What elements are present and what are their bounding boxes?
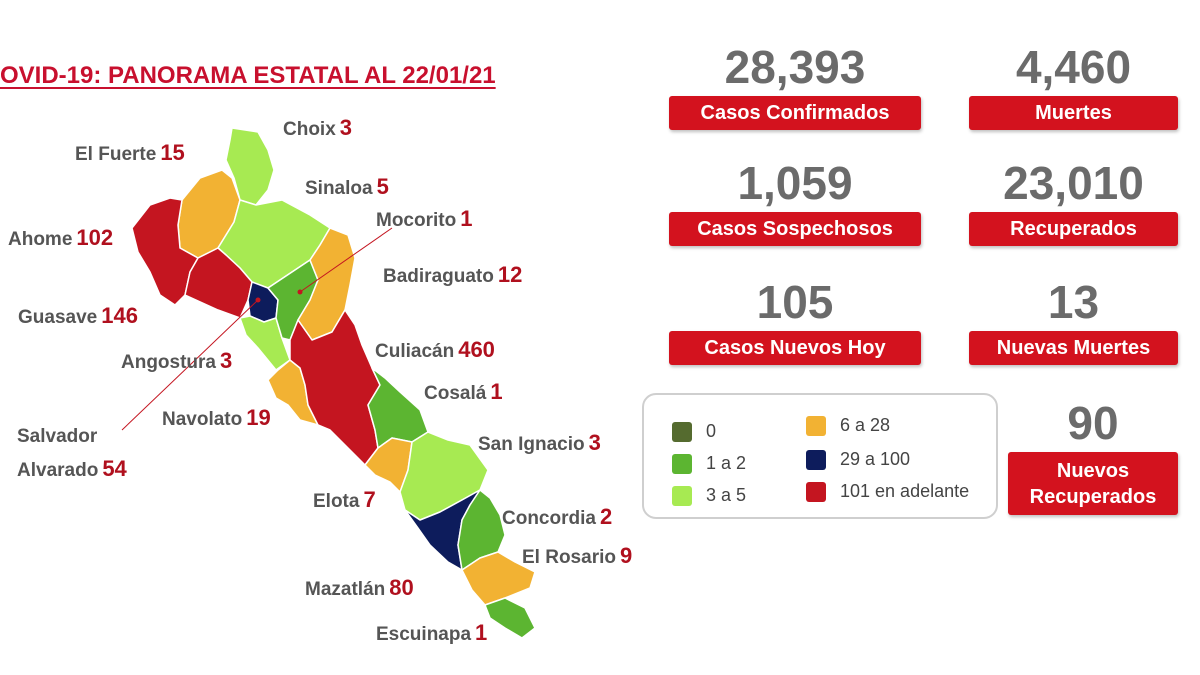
map-legend: 0 1 a 2 3 a 5 6 a 28 29 a 100 101 en ade… <box>642 393 998 519</box>
new-recovered-label-line2: Recuperados <box>1029 486 1157 508</box>
recovered-label: Recuperados <box>969 212 1178 246</box>
stat-suspected: 1,059 Casos Sospechosos <box>669 160 921 246</box>
legend-item-3: 6 a 28 <box>806 415 890 436</box>
legend-swatch <box>672 453 692 474</box>
region-el-rosario <box>461 551 536 606</box>
new-cases-label: Casos Nuevos Hoy <box>669 331 921 365</box>
legend-item-1: 1 a 2 <box>672 453 746 474</box>
legend-swatch <box>672 421 692 442</box>
confirmed-label: Casos Confirmados <box>669 96 921 130</box>
legend-swatch <box>806 481 826 502</box>
legend-swatch <box>806 415 826 436</box>
label-elota: Elota 7 <box>313 487 376 512</box>
leader-line-mocorito <box>299 227 393 293</box>
sinaloa-map <box>121 127 536 639</box>
new-recovered-label-line1: Nuevos <box>1056 460 1130 482</box>
region-angostura <box>239 315 291 371</box>
new-deaths-value: 13 <box>1047 276 1100 328</box>
legend-item-4: 29 a 100 <box>806 449 910 470</box>
label-angostura: Angostura 3 <box>121 348 233 373</box>
label-escuinapa: Escuinapa 1 <box>376 620 488 645</box>
new-recovered-label: Nuevos Recuperados <box>1008 452 1178 515</box>
label-badiraguato: Badiraguato 12 <box>383 262 523 287</box>
confirmed-value: 28,393 <box>724 41 866 93</box>
legend-item-0: 0 <box>672 421 716 442</box>
stat-recovered: 23,010 Recuperados <box>969 160 1178 246</box>
leader-line-salvador-alvarado <box>121 299 259 431</box>
deaths-label: Muertes <box>969 96 1178 130</box>
suspected-label: Casos Sospechosos <box>669 212 921 246</box>
new-recovered-value: 90 <box>1067 397 1119 449</box>
label-navolato: Navolato 19 <box>162 405 271 430</box>
legend-label: 101 en adelante <box>840 481 970 501</box>
label-concordia: Concordia 2 <box>502 504 613 529</box>
stat-new-deaths: 13 Nuevas Muertes <box>969 279 1178 365</box>
legend-label: 29 a 100 <box>840 449 911 469</box>
legend-item-2: 3 a 5 <box>672 485 746 506</box>
salvador-alvarado-marker <box>255 297 261 303</box>
stat-new-cases: 105 Casos Nuevos Hoy <box>669 279 921 365</box>
legend-swatch <box>672 485 692 506</box>
label-cosala: Cosalá 1 <box>424 379 503 404</box>
stat-new-recovered: 90 Nuevos Recuperados <box>1008 400 1178 515</box>
legend-label: 3 a 5 <box>706 485 747 505</box>
label-el-fuerte: El Fuerte 15 <box>75 140 185 165</box>
suspected-value: 1,059 <box>737 157 853 209</box>
label-culiacan: Culiacán 460 <box>375 337 495 362</box>
legend-label: 6 a 28 <box>840 415 891 435</box>
legend-swatch <box>806 449 826 470</box>
label-mazatlan: Mazatlán 80 <box>305 575 414 600</box>
label-choix: Choix 3 <box>283 115 353 140</box>
label-guasave: Guasave 146 <box>18 303 138 328</box>
label-ahome: Ahome 102 <box>8 225 114 250</box>
label-salvador: Salvador <box>17 426 98 447</box>
label-alvarado: Alvarado 54 <box>17 456 127 481</box>
region-escuinapa <box>484 597 536 639</box>
label-san-ignacio: San Ignacio 3 <box>478 430 601 455</box>
stat-deaths: 4,460 Muertes <box>969 44 1178 130</box>
region-concordia <box>457 489 506 571</box>
label-el-rosario: El Rosario 9 <box>522 543 633 568</box>
label-sinaloa: Sinaloa 5 <box>305 174 389 199</box>
stat-confirmed: 28,393 Casos Confirmados <box>669 44 921 130</box>
recovered-value: 23,010 <box>1003 157 1144 209</box>
legend-label: 0 <box>706 421 717 441</box>
new-deaths-label: Nuevas Muertes <box>969 331 1178 365</box>
new-cases-value: 105 <box>756 276 834 328</box>
deaths-value: 4,460 <box>1015 41 1132 93</box>
region-cosala <box>367 367 429 449</box>
label-mocorito: Mocorito 1 <box>376 206 473 231</box>
page-title: OVID-19: PANORAMA ESTATAL AL 22/01/21 <box>0 62 496 89</box>
legend-item-5: 101 en adelante <box>806 481 969 502</box>
legend-label: 1 a 2 <box>706 453 747 473</box>
mocorito-marker <box>297 289 303 295</box>
